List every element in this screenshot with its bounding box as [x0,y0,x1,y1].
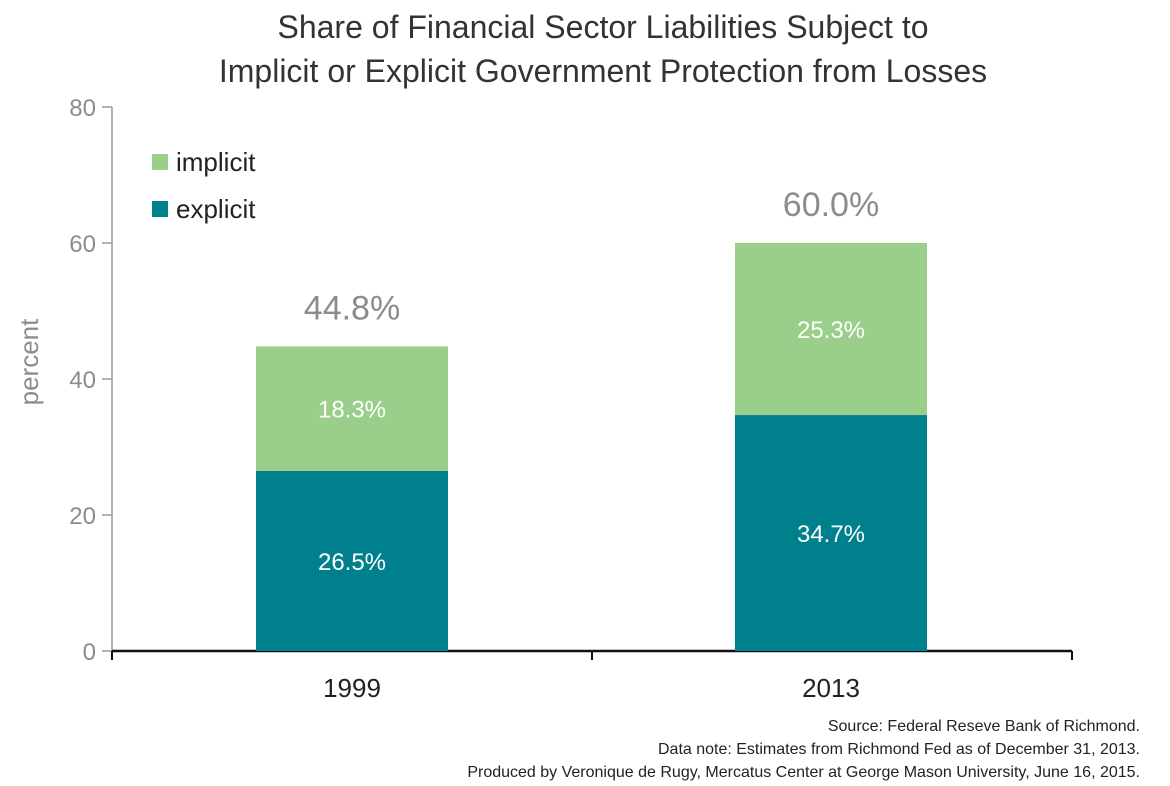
y-tick-label: 80 [69,95,96,122]
producer-note: Produced by Veronique de Rugy, Mercatus … [467,764,1140,781]
source-note: Source: Federal Reseve Bank of Richmond. [828,718,1140,735]
x-tick-label: 1999 [323,673,381,703]
y-tick-label: 60 [69,231,96,258]
legend-label-explicit: explicit [176,194,256,224]
x-tick-label: 2013 [802,673,860,703]
bar-implicit-1999 [256,346,448,471]
bar-implicit-2013 [735,243,927,416]
data-labels: 26.5% 18.3% 44.8% 34.7% 25.3% 60.0% [304,186,879,576]
legend-swatch-explicit [152,201,168,217]
y-tick-label: 40 [69,367,96,394]
footnotes: Source: Federal Reseve Bank of Richmond.… [467,718,1140,781]
legend-swatch-implicit [152,154,168,170]
bars [256,243,927,651]
chart-title-line-1: Share of Financial Sector Liabilities Su… [277,9,928,45]
data-note: Data note: Estimates from Richmond Fed a… [658,741,1140,758]
bar-explicit-2013 [735,415,927,651]
chart-title: Share of Financial Sector Liabilities Su… [219,9,987,89]
total-label-1999: 44.8% [304,289,400,327]
legend: implicit explicit [152,147,256,224]
chart-title-line-2: Implicit or Explicit Government Protecti… [219,53,987,89]
legend-label-implicit: implicit [176,147,256,177]
y-axis: 0 20 40 60 80 [69,95,113,666]
y-axis-label: percent [14,318,44,405]
data-label-explicit-2013: 34.7% [797,521,865,548]
x-axis: 1999 2013 [111,649,1073,703]
y-tick-label: 0 [83,639,96,666]
data-label-implicit-2013: 25.3% [797,317,865,344]
y-tick-label: 20 [69,503,96,530]
data-label-implicit-1999: 18.3% [318,397,386,424]
data-label-explicit-1999: 26.5% [318,549,386,576]
total-label-2013: 60.0% [783,186,879,224]
bar-explicit-1999 [256,470,448,651]
